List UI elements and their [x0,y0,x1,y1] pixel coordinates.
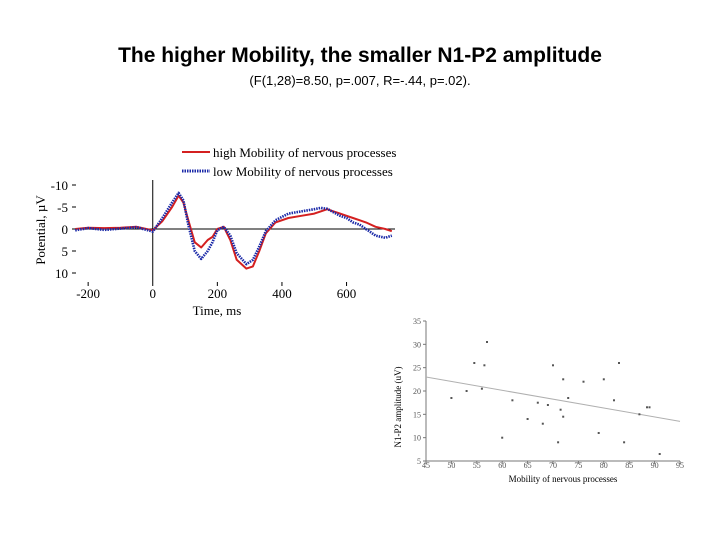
scatter-point [646,406,648,409]
erp-y-tick-label: 5 [62,244,69,259]
scatter-point [483,364,486,367]
scatter-point [450,397,453,399]
scatter-x-axis-label: Mobility of nervous processes [509,474,618,484]
scatter-point [618,362,620,364]
scatter-point [658,453,661,455]
erp-x-tick-label: 400 [272,286,292,301]
scatter-point [526,418,529,420]
scatter-point [511,399,514,402]
scatter-y-tick-label: 25 [413,364,421,373]
erp-y-tick-label: -5 [57,200,68,215]
scatter-y-tick-label: 20 [413,387,421,396]
scatter-x-tick-label: 75 [574,461,582,470]
erp-series-low-mobility [74,191,393,266]
scatter-x-tick-label: 60 [498,461,506,470]
scatter-x-tick-label: 65 [524,461,532,470]
scatter-point [501,436,504,439]
scatter-x-tick-label: 90 [651,461,659,470]
scatter-x-tick-label: 85 [625,461,633,470]
legend-label-high: high Mobility of nervous processes [213,145,396,160]
scatter-point [536,401,539,404]
scatter-point [562,378,565,381]
erp-x-axis-label: Time, ms [193,303,242,318]
erp-y-axis-label: Potential, µV [33,195,48,265]
scatter-point [557,441,560,444]
scatter-point [602,378,605,381]
scatter-point [473,362,476,364]
scatter-x-tick-label: 45 [422,461,430,470]
scatter-point [567,397,570,399]
scatter-x-tick-label: 95 [676,461,684,470]
erp-series-high-mobility [75,194,393,270]
erp-y-tick-label: 10 [55,266,68,281]
scatter-point [648,406,651,409]
scatter-x-tick-label: 80 [600,461,608,470]
scatter-point [613,399,615,402]
scatter-point [552,364,554,367]
scatter-point [562,415,565,418]
erp-y-tick-label: 0 [62,222,69,237]
scatter-x-tick-label: 50 [447,461,455,470]
scatter-point [546,404,549,406]
scatter-point [597,432,600,434]
scatter-point [623,441,626,444]
scatter-x-tick-label: 55 [473,461,481,470]
scatter-y-tick-label: 5 [417,457,421,466]
scatter-point [541,422,544,425]
legend-label-low: low Mobility of nervous processes [213,164,393,179]
scatter-point [465,390,468,392]
scatter-y-tick-label: 30 [413,340,421,349]
scatter-y-tick-label: 15 [413,410,421,419]
scatter-y-axis-label: N1-P2 amplitude (uV) [393,367,403,448]
erp-legend: high Mobility of nervous processes low M… [182,145,396,179]
slide-title: The higher Mobility, the smaller N1-P2 a… [118,44,602,67]
erp-x-tick-label: 600 [337,286,357,301]
erp-x-tick-label: 0 [150,286,157,301]
scatter-y-tick-label: 10 [413,434,421,443]
erp-y-tick-label: -10 [51,178,68,193]
scatter-point [480,387,483,390]
scatter-point [486,341,488,343]
scatter-point [582,380,585,383]
scatter-y-tick-label: 35 [413,317,421,326]
scatter-x-tick-label: 70 [549,461,557,470]
erp-x-tick-label: -200 [76,286,100,301]
scatter-point [638,413,641,416]
slide-subtitle: (F(1,28)=8.50, p=.007, R=-.44, p=.02). [249,73,471,88]
scatter-point [559,408,562,411]
scatter-trend-line [425,376,681,422]
erp-x-tick-label: 200 [208,286,228,301]
